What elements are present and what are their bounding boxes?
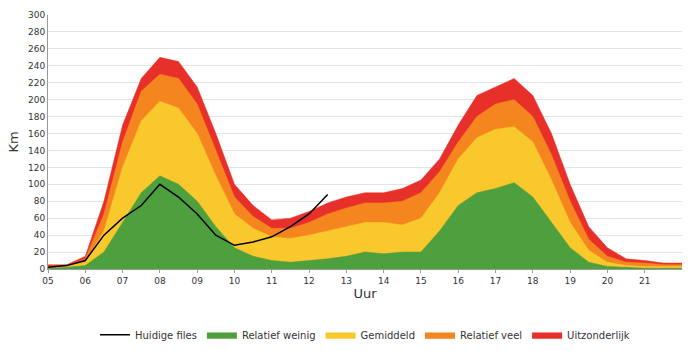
svg-text:60: 60: [34, 213, 46, 223]
svg-text:220: 220: [28, 78, 45, 88]
svg-text:140: 140: [28, 146, 45, 156]
svg-text:Relatief weinig: Relatief weinig: [242, 330, 316, 341]
svg-text:80: 80: [34, 196, 46, 206]
svg-text:20: 20: [34, 247, 46, 257]
svg-text:20: 20: [602, 276, 614, 286]
svg-text:40: 40: [34, 230, 46, 240]
svg-text:Relatief veel: Relatief veel: [460, 330, 522, 341]
svg-text:11: 11: [266, 276, 277, 286]
svg-text:19: 19: [564, 276, 576, 286]
svg-text:18: 18: [527, 276, 539, 286]
svg-text:120: 120: [28, 163, 45, 173]
svg-text:17: 17: [490, 276, 501, 286]
svg-text:Uur: Uur: [353, 286, 377, 301]
svg-text:05: 05: [42, 276, 53, 286]
svg-text:15: 15: [415, 276, 426, 286]
svg-text:16: 16: [453, 276, 465, 286]
svg-text:21: 21: [639, 276, 650, 286]
svg-text:10: 10: [229, 276, 241, 286]
svg-text:07: 07: [117, 276, 128, 286]
svg-text:280: 280: [28, 27, 45, 37]
svg-text:Uitzonderlijk: Uitzonderlijk: [567, 330, 630, 341]
svg-text:09: 09: [191, 276, 203, 286]
svg-text:200: 200: [28, 95, 45, 105]
svg-text:Huidige files: Huidige files: [135, 330, 197, 341]
svg-text:180: 180: [28, 112, 45, 122]
svg-text:13: 13: [341, 276, 352, 286]
svg-text:260: 260: [28, 44, 45, 54]
svg-text:12: 12: [303, 276, 314, 286]
svg-text:14: 14: [378, 276, 390, 286]
svg-text:06: 06: [80, 276, 92, 286]
svg-text:Km: Km: [6, 131, 21, 152]
svg-text:300: 300: [28, 10, 45, 20]
svg-text:160: 160: [28, 129, 45, 139]
svg-text:100: 100: [28, 179, 45, 189]
svg-text:0: 0: [39, 264, 45, 274]
svg-text:240: 240: [28, 61, 45, 71]
svg-text:08: 08: [154, 276, 166, 286]
svg-text:Gemiddeld: Gemiddeld: [361, 330, 415, 341]
